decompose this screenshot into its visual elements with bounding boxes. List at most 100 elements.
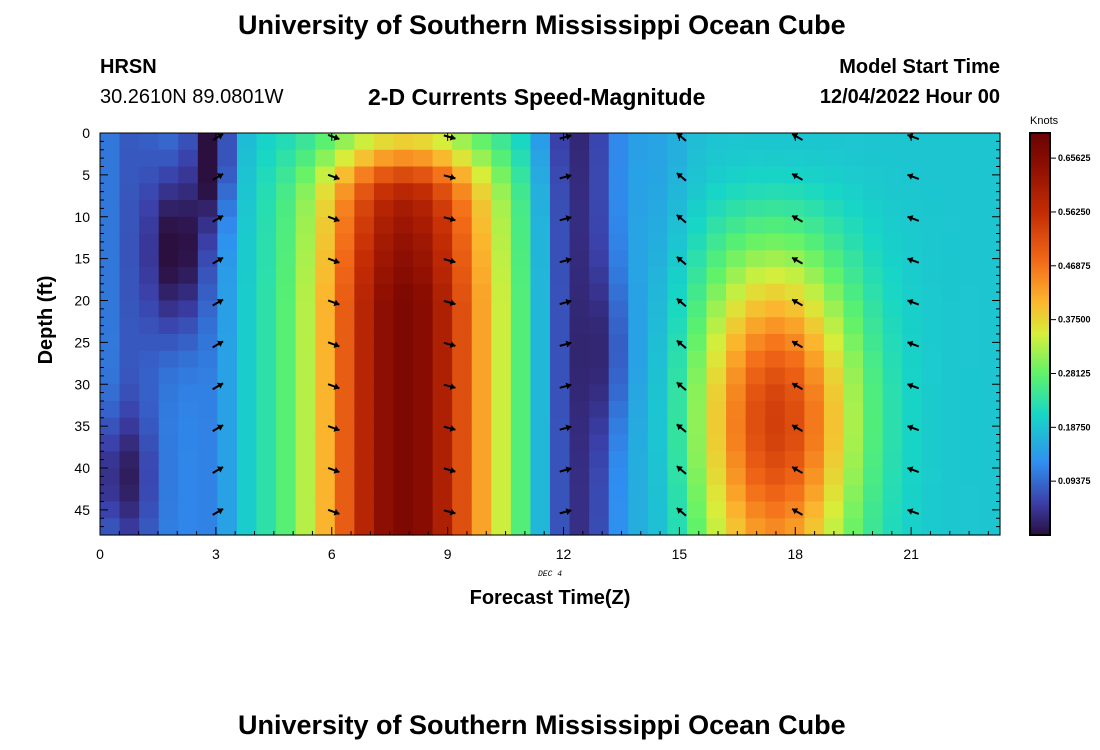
- heatmap-cell: [256, 200, 277, 218]
- heatmap-cell: [686, 149, 708, 168]
- heatmap-cell: [354, 484, 375, 503]
- heatmap-cell: [276, 149, 297, 168]
- heatmap-cell: [941, 200, 962, 218]
- heatmap-cell: [256, 166, 277, 184]
- heatmap-cell: [980, 300, 1001, 318]
- current-arrow: [791, 382, 803, 391]
- heatmap-cell: [491, 183, 512, 201]
- heatmap-cell: [667, 350, 688, 369]
- heatmap-cell: [393, 317, 414, 335]
- heatmap-cell: [276, 216, 297, 235]
- arrow-head: [676, 173, 683, 179]
- current-arrow: [559, 466, 572, 474]
- heatmap-cell: [550, 350, 571, 369]
- heatmap-cell: [315, 216, 336, 235]
- x-tick-label: 12: [556, 546, 572, 562]
- heatmap-cell: [334, 267, 355, 285]
- heatmap-cell: [960, 401, 982, 419]
- heatmap-cell: [765, 334, 786, 352]
- heatmap-cell: [334, 216, 355, 235]
- heatmap-cell: [726, 133, 747, 151]
- heatmap-cell: [589, 401, 610, 419]
- heatmap-cell: [882, 367, 903, 385]
- heatmap-cell: [550, 283, 571, 302]
- arrow-head: [449, 425, 456, 432]
- arrow-head: [792, 508, 799, 515]
- heatmap-cell: [236, 149, 258, 168]
- current-arrow: [791, 508, 803, 516]
- current-arrow: [676, 339, 687, 349]
- colorbar-ticks: 0.09375 0.18750 0.28125 0.37500 0.46875 0.562…: [1050, 153, 1091, 486]
- heatmap-cell: [843, 317, 864, 335]
- heatmap-cell: [197, 133, 218, 151]
- station-coords: 30.2610N 89.0801W: [100, 86, 284, 108]
- colorbar-label: Knots: [1030, 115, 1059, 127]
- y-tick-label: 35: [74, 418, 90, 434]
- heatmap-cell: [960, 484, 982, 503]
- heatmap-cell: [550, 166, 571, 184]
- heatmap-cell: [628, 216, 649, 235]
- heatmap-cell: [217, 183, 238, 201]
- heatmap-cell: [158, 401, 179, 419]
- heatmap-cell: [217, 401, 238, 419]
- heatmap-cell: [217, 434, 238, 452]
- heatmap-cell: [119, 334, 140, 352]
- heatmap-cell: [628, 149, 649, 168]
- heatmap-cell: [256, 233, 277, 251]
- current-arrow: [327, 383, 340, 390]
- heatmap-cell: [491, 367, 512, 385]
- model-start-time: 12/04/2022 Hour 00: [819, 86, 1000, 108]
- heatmap-cell: [393, 451, 414, 469]
- heatmap-cell: [823, 133, 845, 151]
- heatmap-cell: [315, 200, 336, 218]
- heatmap-cell: [158, 200, 179, 218]
- arrow-head: [676, 382, 683, 389]
- heatmap-cell: [510, 250, 532, 268]
- current-arrow: [676, 256, 687, 266]
- arrow-head: [792, 173, 799, 180]
- heatmap-cell: [589, 350, 610, 369]
- heatmap-cell: [686, 250, 708, 268]
- arrow-head: [217, 382, 224, 389]
- heatmap-cell: [863, 216, 884, 235]
- heatmap-cell: [667, 484, 688, 503]
- arrow-head: [333, 508, 340, 516]
- arrow-head: [907, 298, 914, 306]
- heatmap-cell: [863, 300, 884, 318]
- heatmap-cell: [315, 166, 336, 184]
- arrow-head: [333, 425, 340, 432]
- heatmap-cell: [882, 501, 903, 519]
- heatmap-cell: [863, 233, 884, 251]
- heatmap-cell: [608, 133, 629, 151]
- heatmap-cell: [236, 401, 258, 419]
- arrow-head: [792, 257, 799, 264]
- heatmap-cell: [373, 334, 395, 352]
- heatmap-cell: [745, 434, 766, 452]
- heatmap-cell: [706, 484, 727, 503]
- heatmap-cell: [960, 233, 982, 251]
- heatmap-cell: [784, 200, 805, 218]
- heatmap-cell: [510, 401, 532, 419]
- heatmap-cell: [921, 300, 942, 318]
- heatmap-cell: [843, 133, 864, 151]
- heatmap-cell: [960, 501, 982, 519]
- heatmap-cell: [315, 233, 336, 251]
- heatmap-cell: [980, 468, 1001, 486]
- heatmap-cell: [354, 267, 375, 285]
- heatmap-cell: [667, 518, 688, 536]
- heatmap-cell: [471, 451, 492, 469]
- heatmap-cell: [823, 334, 845, 352]
- heatmap-cell: [726, 233, 747, 251]
- heatmap-cell: [569, 501, 590, 519]
- heatmap-cell: [608, 166, 629, 184]
- heatmap-cell: [530, 401, 551, 419]
- heatmap-cell: [882, 283, 903, 302]
- heatmap-cell: [315, 501, 336, 519]
- heatmap-cell: [823, 317, 845, 335]
- heatmap-cell: [902, 367, 923, 385]
- y-tick-label: 20: [74, 293, 90, 309]
- heatmap-cell: [354, 233, 375, 251]
- heatmap-cell: [980, 317, 1001, 335]
- heatmap-cell: [452, 233, 473, 251]
- heatmap-cell: [178, 451, 199, 469]
